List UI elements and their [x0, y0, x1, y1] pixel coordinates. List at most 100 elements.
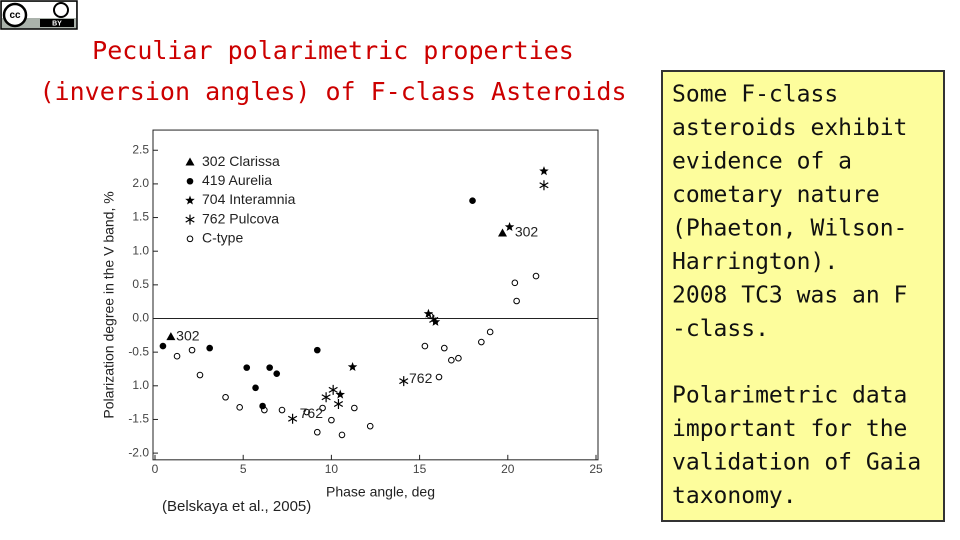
box-text: (Phaeton, Wilson-	[672, 216, 907, 242]
marker-open-circle	[478, 338, 485, 346]
x-tick-label: 5	[240, 462, 247, 476]
y-tick-label: -0.5	[128, 344, 149, 358]
marker-open-circle	[448, 356, 455, 364]
marker-circle	[313, 346, 321, 354]
marker-open-circle	[486, 328, 494, 336]
marker-open-circle	[532, 272, 540, 280]
marker-open-circle	[328, 416, 335, 424]
marker-asterisk	[287, 413, 298, 424]
box-text: 2008 TC3 was an F	[672, 283, 907, 309]
box-text: cometary nature	[672, 182, 880, 208]
marker-open-circle	[222, 393, 229, 401]
legend-label: 704 Interamnia	[202, 191, 296, 207]
slide-title: (inversion angles) of F-class Asteroids	[40, 77, 627, 106]
marker-open-circle	[196, 371, 204, 379]
legend-label: 302 Clarissa	[202, 153, 280, 169]
box-text: -class.	[672, 316, 769, 342]
box-text: Harrington).	[672, 249, 838, 275]
cc-circle	[2, 2, 28, 28]
marker-circle	[206, 344, 213, 352]
marker-open-circle	[186, 235, 194, 243]
box-text: Polarimetric data	[672, 383, 907, 409]
marker-circle	[273, 370, 281, 377]
marker-circle	[186, 177, 194, 185]
marker-open-circle	[455, 354, 462, 362]
marker-star	[504, 222, 515, 231]
marker-open-circle	[313, 428, 321, 436]
box-text: evidence of a	[672, 149, 852, 175]
marker-triangle	[185, 157, 195, 166]
marker-circle	[266, 364, 273, 371]
marker-open-circle	[319, 404, 326, 412]
y-tick-label: 2.0	[132, 176, 149, 190]
marker-open-circle	[513, 297, 520, 305]
marker-open-circle	[426, 312, 434, 320]
marker-open-circle	[261, 406, 268, 414]
marker-asterisk	[185, 214, 195, 225]
cc-badge: cc BY	[0, 0, 78, 30]
y-axis-label: Polarization degree in the V band, %	[101, 191, 117, 418]
text-box	[661, 70, 945, 522]
marker-asterisk	[321, 392, 331, 403]
marker-open-circle	[435, 373, 443, 381]
x-tick-label: 25	[589, 462, 603, 476]
marker-open-circle	[440, 344, 448, 352]
marker-triangle	[498, 228, 508, 237]
marker-open-circle	[511, 279, 519, 287]
x-tick-label: 0	[152, 462, 159, 476]
marker-star	[335, 389, 345, 399]
marker-circle	[252, 384, 259, 392]
slide-title: Peculiar polarimetric properties	[92, 36, 574, 65]
cc-symbol: cc	[9, 10, 21, 21]
by-icon	[53, 2, 69, 18]
y-tick-label: 0.5	[132, 277, 149, 291]
by-label: BY	[52, 20, 62, 27]
marker-asterisk	[399, 376, 409, 387]
marker-circle	[469, 197, 476, 205]
legend-label: 419 Aurelia	[202, 172, 272, 188]
annotation: 762	[409, 370, 433, 386]
marker-star	[347, 362, 358, 371]
marker-open-circle	[173, 352, 181, 360]
annotation: 762	[300, 405, 324, 421]
legend-label: C-type	[202, 230, 243, 246]
marker-star	[539, 166, 549, 176]
y-tick-label: 1.0	[132, 378, 149, 392]
y-tick-label: 0.0	[132, 311, 149, 325]
x-tick-label: 10	[325, 462, 339, 476]
annotation: 302	[176, 327, 200, 343]
citation: (Belskaya et al., 2005)	[162, 498, 311, 515]
marker-open-circle	[236, 404, 243, 411]
marker-star	[185, 195, 195, 205]
marker-open-circle	[188, 346, 196, 354]
y-tick-label: 1.5	[132, 210, 149, 224]
marker-open-circle	[278, 406, 286, 414]
annotation: 302	[515, 224, 539, 240]
marker-open-circle	[366, 422, 374, 430]
marker-open-circle	[421, 342, 429, 350]
plot-frame	[152, 129, 599, 461]
box-text: asteroids exhibit	[672, 115, 907, 141]
box-text: validation of Gaia	[672, 450, 921, 476]
y-tick-label: 1.0	[132, 243, 149, 257]
marker-circle	[243, 364, 251, 371]
x-tick-label: 20	[501, 462, 515, 476]
y-tick-label: 2.5	[132, 142, 149, 156]
box-text: important for the	[672, 416, 907, 442]
box-text: Some F-class	[672, 82, 838, 108]
marker-open-circle	[303, 408, 311, 416]
y-tick-label: -2.0	[128, 445, 149, 459]
x-tick-label: 15	[413, 462, 427, 476]
marker-asterisk	[333, 398, 344, 409]
x-axis-label: Phase angle, deg	[326, 484, 435, 500]
marker-open-circle	[351, 404, 358, 412]
marker-open-circle	[338, 431, 346, 439]
marker-circle	[159, 342, 167, 350]
marker-asterisk	[328, 384, 338, 395]
legend-label: 762 Pulcova	[202, 210, 279, 226]
y-tick-label: -1.5	[128, 412, 149, 426]
box-text: taxonomy.	[672, 483, 797, 509]
by-strip	[40, 19, 74, 27]
marker-triangle	[166, 332, 176, 341]
